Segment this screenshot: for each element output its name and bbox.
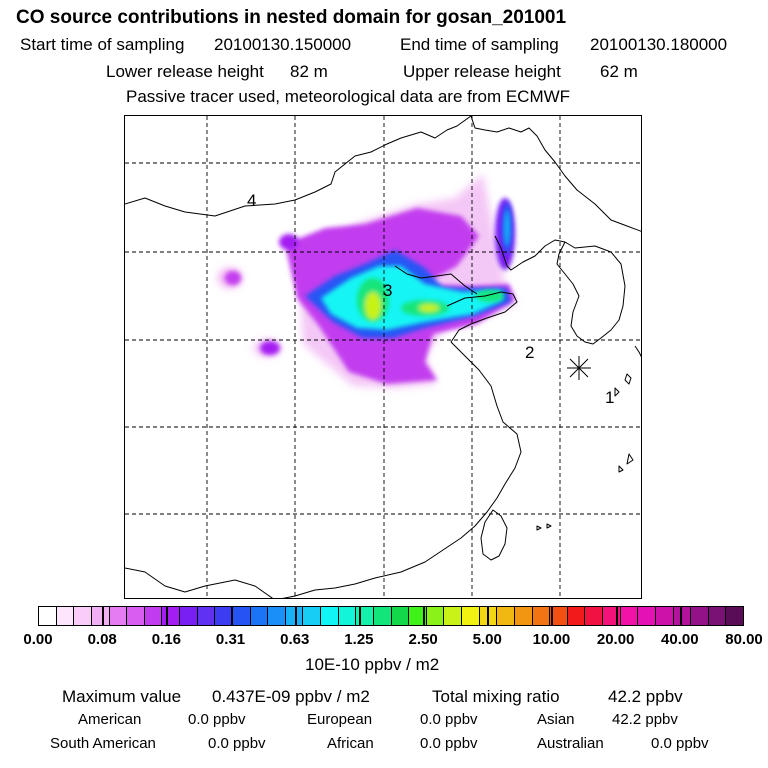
colorbar-tick-label: 0.00	[23, 631, 53, 648]
colorbar-group-separator	[294, 607, 297, 625]
colorbar-cell	[303, 607, 321, 625]
colorbar-cell	[321, 607, 339, 625]
total-mixing-value: 42.2 ppbv	[608, 687, 683, 706]
upper-release-value: 62 m	[600, 62, 638, 81]
colorbar-cell	[91, 607, 110, 625]
region-value-asian: 42.2 ppbv	[612, 711, 678, 728]
colorbar-group-separator	[615, 607, 618, 625]
colorbar-cell	[373, 607, 392, 625]
region-value-australian: 0.0 ppbv	[651, 735, 709, 752]
region-name-south-american: South American	[50, 735, 156, 752]
colorbar-cell	[162, 607, 180, 625]
tracer-note: Passive tracer used, meteorological data…	[126, 87, 571, 106]
colorbar-cell	[708, 607, 727, 625]
colorbar-group-separator	[679, 607, 682, 625]
colorbar-cell	[462, 607, 480, 625]
colorbar-cell	[550, 607, 568, 625]
colorbar-group-separator	[358, 607, 361, 625]
coastlines	[125, 116, 641, 598]
colorbar-cell	[603, 607, 621, 625]
colorbar-cell	[691, 607, 709, 625]
lower-release-value: 82 m	[290, 62, 328, 81]
colorbar-cell	[444, 607, 462, 625]
colorbar-cell	[638, 607, 656, 625]
colorbar-cell	[655, 607, 674, 625]
colorbar-cell	[567, 607, 586, 625]
colorbar-cell	[391, 607, 410, 625]
colorbar-group-separator	[230, 607, 233, 625]
colorbar-cell	[497, 607, 515, 625]
colorbar-cell	[585, 607, 603, 625]
colorbar-group-separator	[551, 607, 554, 625]
colorbar-group-separator	[423, 607, 426, 625]
colorbar-tick-label: 0.16	[151, 631, 181, 648]
max-value: 0.437E-09 ppbv / m2	[212, 687, 370, 706]
colorbar-group-separator	[487, 607, 490, 625]
colorbar-cell	[268, 607, 286, 625]
start-time-value: 20100130.150000	[214, 35, 352, 54]
region-name-australian: Australian	[537, 735, 604, 752]
colorbar-tick-label: 5.00	[472, 631, 502, 648]
region-label-3: 3	[383, 281, 392, 300]
region-value-american: 0.0 ppbv	[188, 711, 246, 728]
region-name-european: European	[307, 711, 373, 728]
colorbar-cell	[74, 607, 92, 625]
colorbar-cell	[39, 607, 57, 625]
colorbar-cell	[532, 607, 551, 625]
region-label-2: 2	[525, 343, 534, 362]
colorbar-unit: 10E-10 ppbv / m2	[305, 655, 440, 674]
colorbar-cell	[232, 607, 251, 625]
region-name-american: American	[78, 711, 142, 728]
region-label-4: 4	[247, 191, 256, 210]
colorbar-group-separator	[102, 607, 105, 625]
receptor-asterisk	[567, 356, 591, 380]
region-value-european: 0.0 ppbv	[420, 711, 478, 728]
colorbar-tick-label: 0.63	[280, 631, 310, 648]
colorbar-cell	[409, 607, 427, 625]
colorbar-cell	[180, 607, 198, 625]
colorbar-cell	[109, 607, 128, 625]
region-value-african: 0.0 ppbv	[420, 735, 478, 752]
colorbar-tick-label: 1.25	[344, 631, 374, 648]
colorbar-cell	[197, 607, 216, 625]
colorbar-tick-label: 2.50	[408, 631, 438, 648]
colorbar-cell	[250, 607, 269, 625]
max-value-label: Maximum value	[62, 687, 182, 706]
colorbar-cell	[144, 607, 163, 625]
region-name-asian: Asian	[537, 711, 575, 728]
region-value-south-american: 0.0 ppbv	[208, 735, 266, 752]
end-time-value: 20100130.180000	[590, 35, 728, 54]
start-time-label: Start time of sampling	[20, 35, 185, 54]
colorbar-group-separator	[166, 607, 169, 625]
colorbar-cell	[673, 607, 692, 625]
colorbar-cell	[56, 607, 75, 625]
colorbar-tick-label: 10.00	[532, 631, 571, 648]
upper-release-label: Upper release height	[403, 62, 561, 81]
colorbar-cell	[514, 607, 533, 625]
colorbar-cell	[620, 607, 639, 625]
colorbar-cell	[338, 607, 357, 625]
end-time-label: End time of sampling	[400, 35, 559, 54]
graticule	[125, 116, 641, 598]
colorbar-cell	[426, 607, 445, 625]
colorbar-tick-label: 20.00	[596, 631, 635, 648]
map-panel: 4 3 2 1	[124, 115, 642, 599]
colorbar-cell	[726, 607, 743, 625]
colorbar-tick-label: 40.00	[661, 631, 699, 648]
lower-release-label: Lower release height	[106, 62, 264, 81]
colorbar-cell	[127, 607, 145, 625]
map-title: CO source contributions in nested domain…	[16, 7, 567, 28]
colorbar-tick-label: 80.00	[725, 631, 763, 648]
total-mixing-label: Total mixing ratio	[432, 687, 560, 706]
colorbar-tick-label: 0.31	[215, 631, 246, 648]
colorbar-cell	[285, 607, 304, 625]
colorbar	[38, 606, 744, 626]
colorbar-tick-label: 0.08	[87, 631, 117, 648]
map-canvas: 4 3 2 1	[125, 116, 641, 598]
region-name-african: African	[327, 735, 374, 752]
region-label-1: 1	[605, 388, 614, 407]
